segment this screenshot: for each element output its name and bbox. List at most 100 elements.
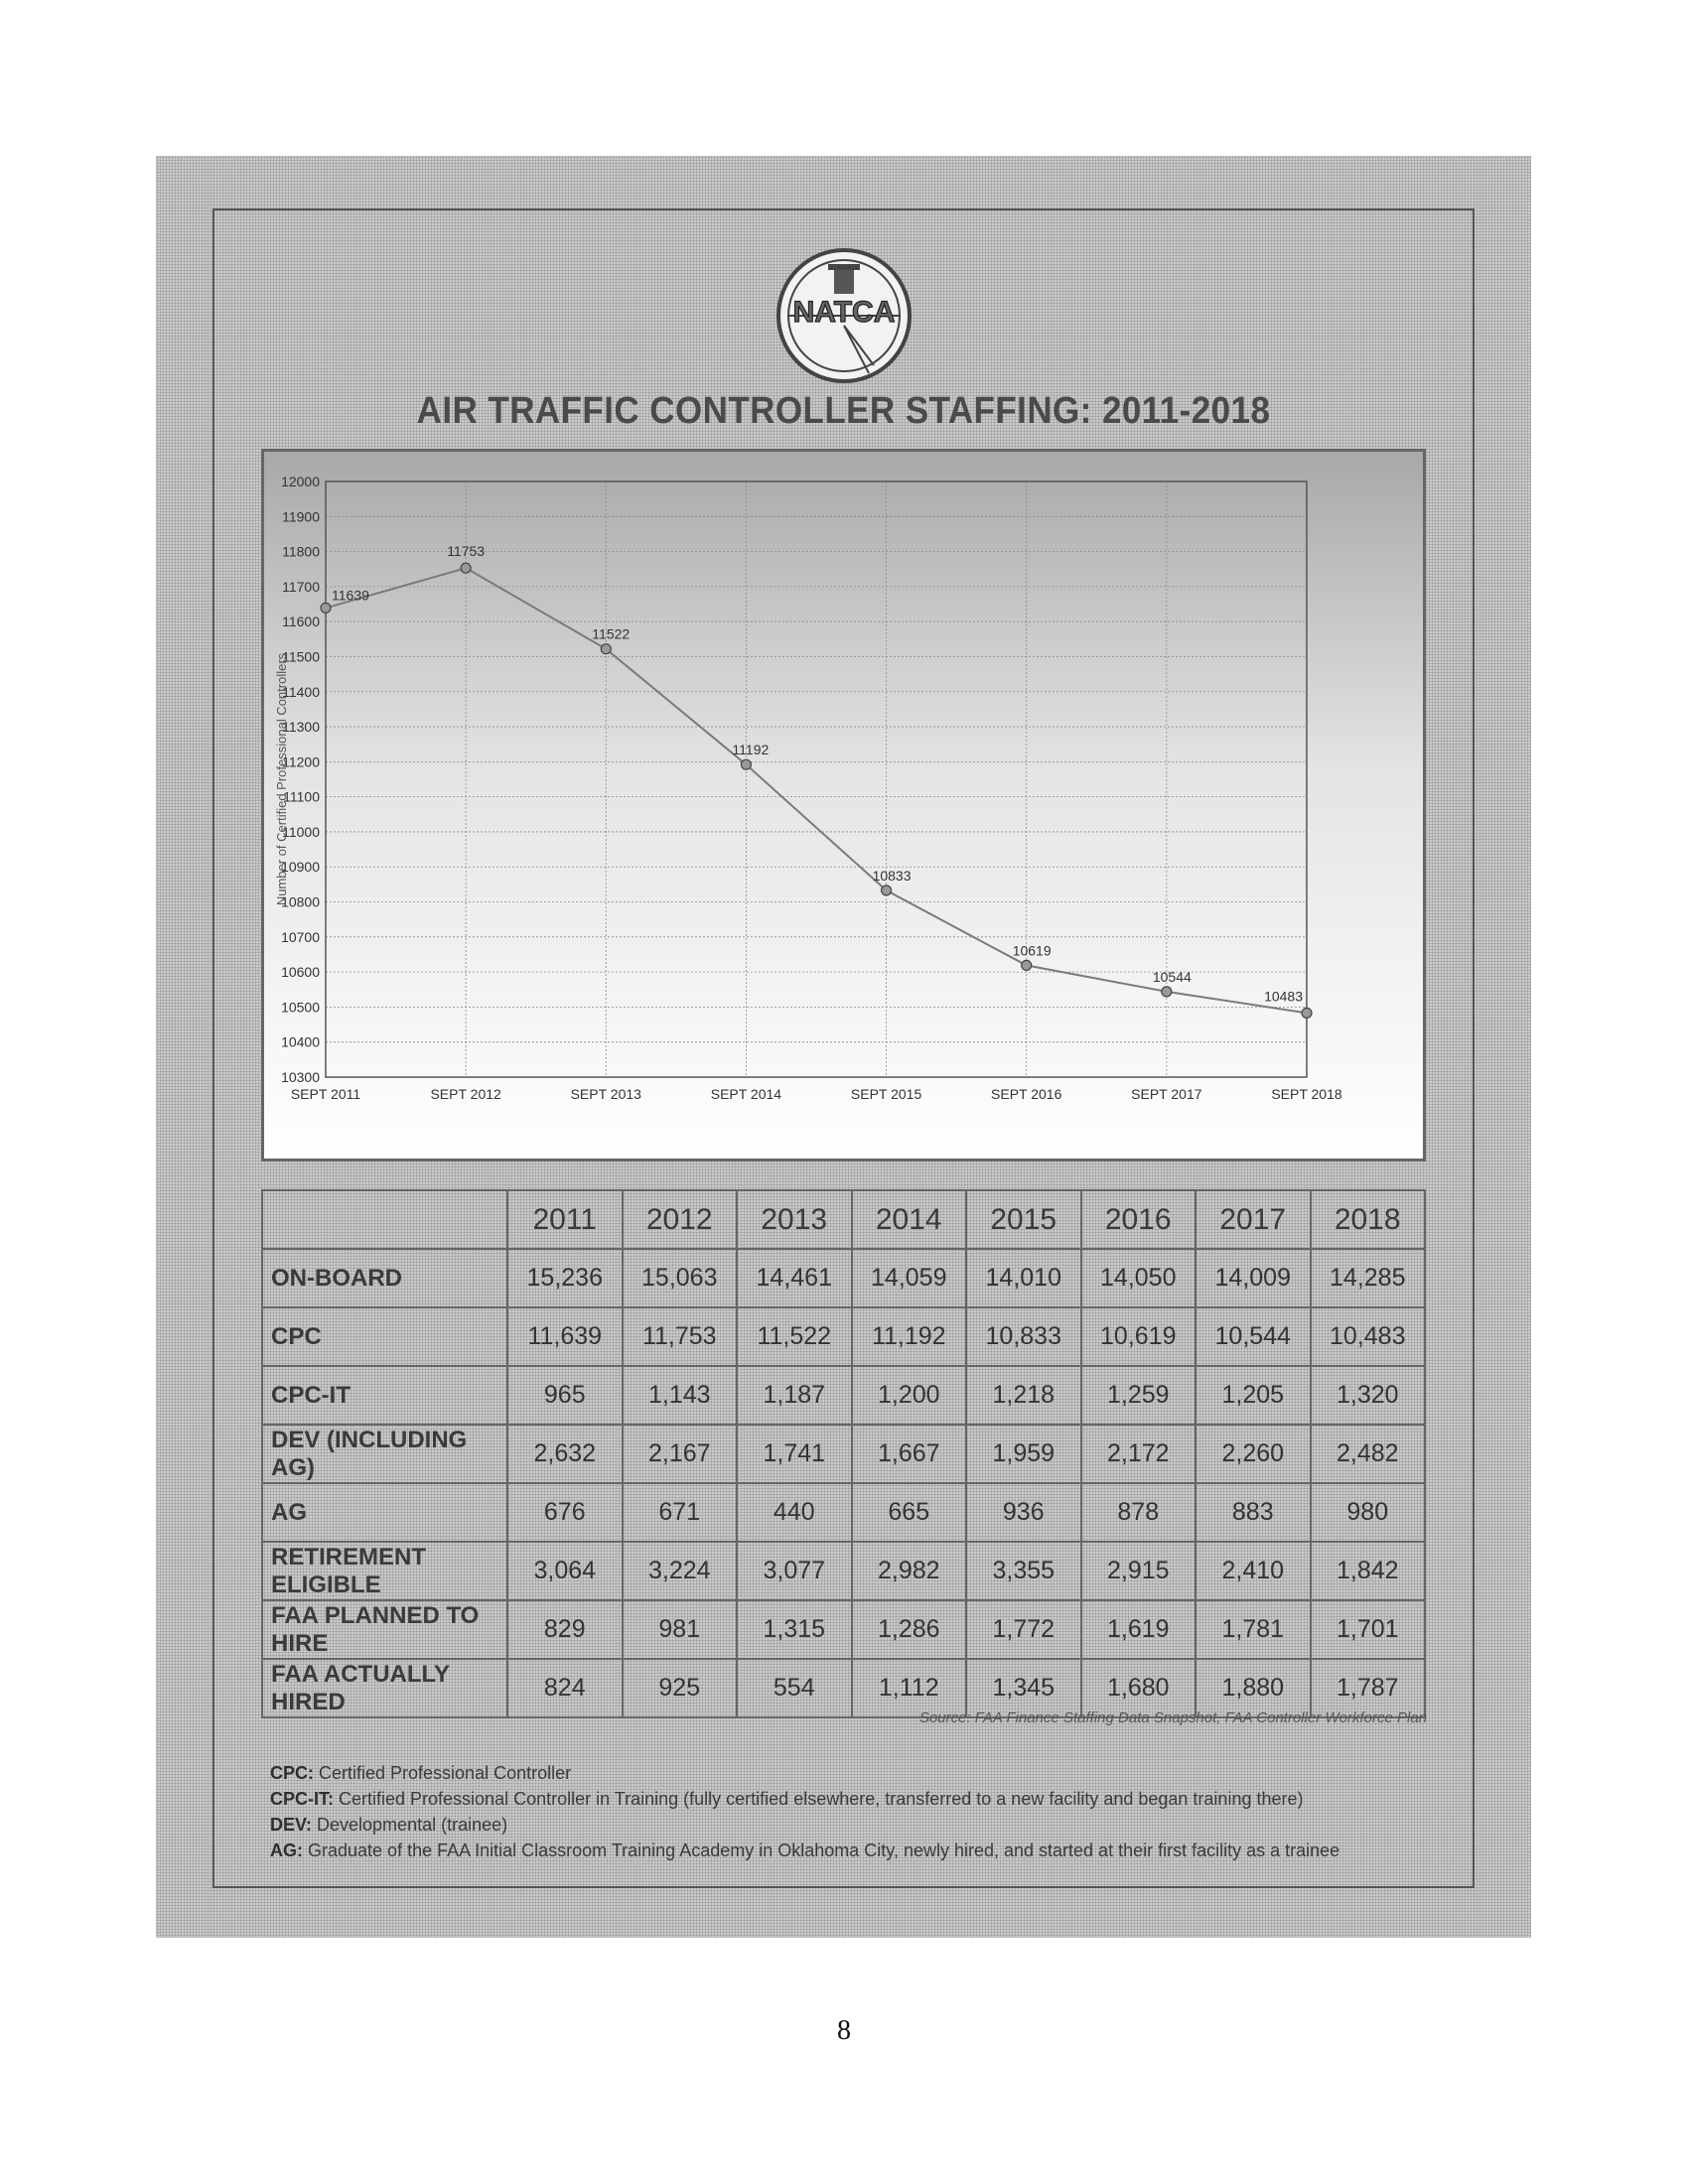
- table-cell: 965: [506, 1365, 624, 1426]
- table-cell: 824: [506, 1658, 624, 1718]
- definitions-list: CPC: Certified Professional Controller C…: [270, 1760, 1442, 1863]
- table-cell: 11,639: [506, 1306, 624, 1367]
- y-tick-label: 11800: [282, 544, 320, 560]
- table-header-cell: 2014: [850, 1189, 967, 1250]
- plot-area: [325, 480, 1308, 1078]
- chart-background: [264, 452, 1423, 1159]
- table-cell: 1,701: [1309, 1599, 1426, 1660]
- table-cell: 936: [965, 1482, 1082, 1543]
- y-tick-label: 11100: [283, 789, 320, 805]
- table-cell: 1,112: [850, 1658, 967, 1718]
- table-cell: 1,205: [1195, 1365, 1312, 1426]
- table-cell: 11,522: [736, 1306, 853, 1367]
- data-label: 10619: [1013, 942, 1052, 958]
- table-cell: 14,050: [1079, 1248, 1196, 1308]
- table-cell: 10,833: [965, 1306, 1082, 1367]
- table-header-cell: 2011: [506, 1189, 624, 1250]
- data-label: 11522: [592, 626, 630, 642]
- data-point: [740, 758, 753, 770]
- table-cell: 981: [621, 1599, 738, 1660]
- table-cell: 1,959: [965, 1424, 1082, 1484]
- table-header-cell: 2018: [1309, 1189, 1426, 1250]
- data-label: 10483: [1264, 988, 1303, 1004]
- y-tick-label: 10500: [281, 999, 320, 1015]
- definition-text: Certified Professional Controller: [314, 1763, 572, 1783]
- data-point: [1301, 1007, 1313, 1020]
- table-header-row: 2011 2012 2013 2014 2015 2016 2017 2018: [261, 1189, 1426, 1250]
- definition-term: CPC:: [270, 1763, 314, 1783]
- table-row: FAA PLANNED TO HIRE 829 981 1,315 1,286 1,772…: [261, 1599, 1426, 1660]
- x-tick-label: SEPT 2011: [291, 1086, 361, 1102]
- data-point: [600, 643, 612, 655]
- table-cell: 10,544: [1195, 1306, 1312, 1367]
- table-cell: 2,982: [850, 1541, 967, 1601]
- table-cell: 2,260: [1195, 1424, 1312, 1484]
- table-header-cell: 2016: [1079, 1189, 1196, 1250]
- definition-text: Certified Professional Controller in Tra…: [334, 1789, 1304, 1809]
- table-cell: 2,915: [1079, 1541, 1196, 1601]
- definition-term: CPC-IT:: [270, 1789, 334, 1809]
- table-cell: 1,187: [736, 1365, 853, 1426]
- x-tick-label: SEPT 2017: [1131, 1086, 1202, 1102]
- table-row: FAA ACTUALLY HIRED 824 925 554 1,112 1,345 1,6…: [261, 1658, 1426, 1718]
- x-tick-label: SEPT 2013: [571, 1086, 642, 1102]
- x-tick-label: SEPT 2014: [711, 1086, 782, 1102]
- table-cell: 1,320: [1309, 1365, 1426, 1426]
- data-point: [880, 885, 893, 896]
- table-cell: 1,842: [1309, 1541, 1426, 1601]
- table-cell: 11,192: [850, 1306, 967, 1367]
- table-cell: 665: [850, 1482, 967, 1543]
- row-label: DEV (INCLUDING AG): [261, 1424, 508, 1484]
- table-cell: 878: [1079, 1482, 1196, 1543]
- x-tick-label: SEPT 2018: [1271, 1086, 1342, 1102]
- table-cell: 883: [1195, 1482, 1312, 1543]
- table-row: AG 676 671 440 665 936 878 883 980: [261, 1482, 1426, 1543]
- table-cell: 1,218: [965, 1365, 1082, 1426]
- table-cell: 1,880: [1195, 1658, 1312, 1718]
- table-cell: 10,483: [1309, 1306, 1426, 1367]
- table-cell: 1,286: [850, 1599, 967, 1660]
- table-row: CPC-IT 965 1,143 1,187 1,200 1,218 1,259 1,205 1…: [261, 1365, 1426, 1426]
- x-tick-label: SEPT 2015: [851, 1086, 922, 1102]
- chart-svg: 10300 10400 10500 10600 10700 10800 10900 11000…: [264, 452, 1423, 1159]
- data-point: [460, 562, 472, 574]
- definition-item: CPC: Certified Professional Controller: [270, 1760, 1442, 1786]
- data-label: 10544: [1153, 969, 1192, 985]
- data-label: 11639: [332, 587, 369, 603]
- y-tick-label: 11200: [282, 753, 320, 769]
- table-row: ON-BOARD 15,236 15,063 14,461 14,059 14,010 14…: [261, 1248, 1426, 1308]
- table-cell: 1,143: [621, 1365, 738, 1426]
- row-label: ON-BOARD: [261, 1248, 508, 1308]
- table-cell: 3,077: [736, 1541, 853, 1601]
- table-header-cell: 2015: [965, 1189, 1082, 1250]
- table-cell: 15,236: [506, 1248, 624, 1308]
- table-cell: 14,009: [1195, 1248, 1312, 1308]
- logo-text: NATCA: [793, 296, 896, 329]
- data-label: 11753: [447, 543, 485, 559]
- source-note: Source: FAA Finance Staffing Data Snapsh…: [918, 1709, 1427, 1726]
- table-cell: 1,781: [1195, 1599, 1312, 1660]
- table-cell: 1,787: [1309, 1658, 1426, 1718]
- y-tick-label: 10900: [281, 859, 320, 875]
- data-point: [320, 602, 332, 614]
- table-row: CPC 11,639 11,753 11,522 11,192 10,833 10,619 1…: [261, 1306, 1426, 1367]
- y-tick-label: 11400: [282, 684, 320, 700]
- data-label: 11192: [732, 742, 769, 757]
- definition-item: AG: Graduate of the FAA Initial Classroo…: [270, 1838, 1442, 1863]
- definition-item: CPC-IT: Certified Professional Controlle…: [270, 1786, 1442, 1812]
- table-row: RETIREMENT ELIGIBLE 3,064 3,224 3,077 2,982 3…: [261, 1541, 1426, 1601]
- table-cell: 676: [506, 1482, 624, 1543]
- y-tick-label: 10700: [281, 929, 320, 945]
- staffing-table: 2011 2012 2013 2014 2015 2016 2017 2018 …: [261, 1189, 1426, 1718]
- row-label: AG: [261, 1482, 508, 1543]
- y-tick-label: 10400: [281, 1034, 320, 1050]
- table-cell: 3,355: [965, 1541, 1082, 1601]
- y-axis-label: Number of Certified Professional Control…: [274, 652, 289, 905]
- table-cell: 14,461: [736, 1248, 853, 1308]
- y-tick-label: 10600: [281, 964, 320, 980]
- table-cell: 925: [621, 1658, 738, 1718]
- table-cell: 3,224: [621, 1541, 738, 1601]
- table-cell: 2,632: [506, 1424, 624, 1484]
- table-cell: 14,059: [850, 1248, 967, 1308]
- y-tick-label: 12000: [281, 474, 320, 489]
